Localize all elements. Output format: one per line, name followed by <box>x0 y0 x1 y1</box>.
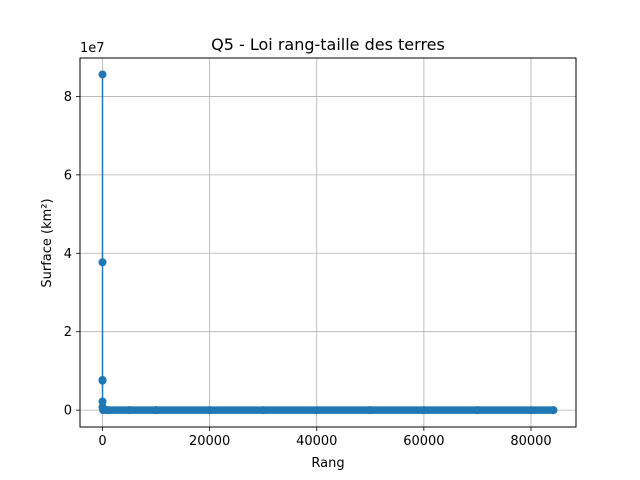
y-axis-scale-label: 1e7 <box>80 41 105 56</box>
x-axis-label: Rang <box>311 456 344 471</box>
data-point <box>125 406 134 415</box>
data-point <box>419 406 428 415</box>
data-point <box>98 70 107 79</box>
x-tick-label: 0 <box>98 434 106 449</box>
data-point <box>98 258 107 267</box>
y-axis-label: Surface (km²) <box>40 198 55 287</box>
data-point <box>312 406 321 415</box>
plot-frame <box>79 57 577 428</box>
y-tick-label: 8 <box>64 90 72 105</box>
data-point <box>98 397 107 406</box>
data-point <box>473 406 482 415</box>
tick-layer: 0 20000 40000 60000 80000 0 2 4 6 8 <box>64 90 552 449</box>
data-point <box>259 406 268 415</box>
chart-title: Q5 - Loi rang-taille des terres <box>211 35 445 54</box>
series-line <box>101 74 554 411</box>
data-point <box>527 406 536 415</box>
x-tick-label: 60000 <box>403 434 444 449</box>
grid-layer <box>80 58 576 427</box>
y-tick-label: 6 <box>64 168 72 183</box>
x-tick-label: 40000 <box>296 434 337 449</box>
data-point <box>103 406 112 415</box>
series-layer <box>98 70 558 415</box>
data-point <box>205 406 214 415</box>
x-tick-label: 80000 <box>510 434 551 449</box>
data-point <box>98 376 107 385</box>
y-tick-label: 4 <box>64 247 72 262</box>
y-tick-label: 0 <box>64 404 72 419</box>
x-tick-label: 20000 <box>189 434 230 449</box>
y-tick-label: 2 <box>64 325 72 340</box>
data-point <box>549 406 558 415</box>
data-point <box>366 406 375 415</box>
data-point <box>152 406 161 415</box>
